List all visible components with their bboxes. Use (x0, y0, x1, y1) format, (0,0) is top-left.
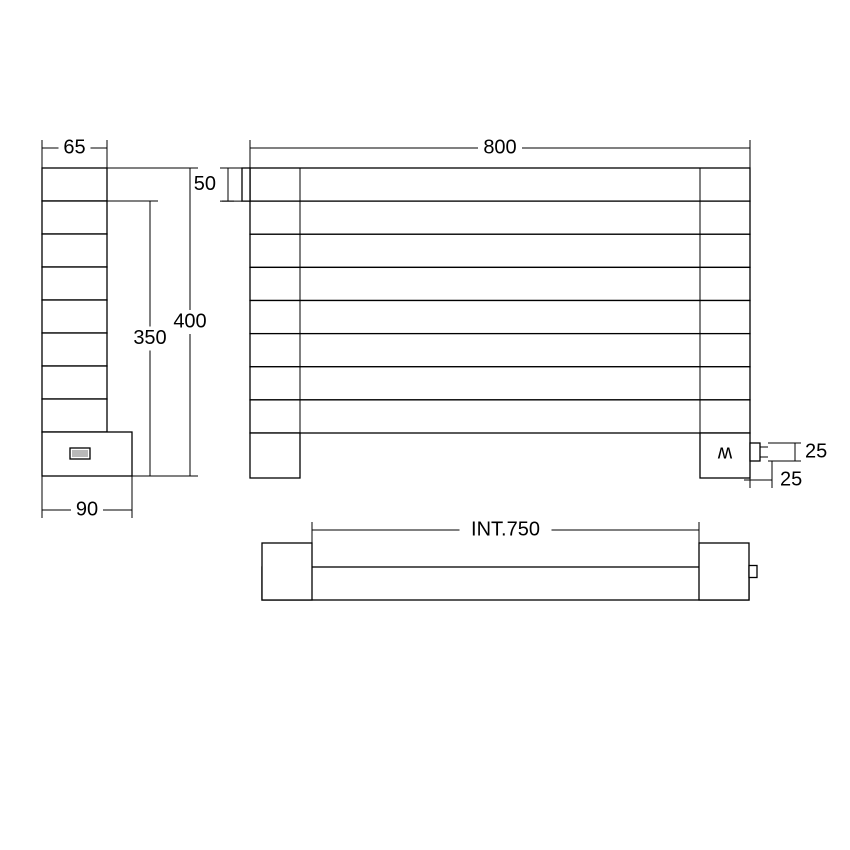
dimension-label: INT.750 (471, 518, 540, 540)
dimension-label: 350 (133, 327, 166, 349)
dimension-label: 25 (780, 468, 802, 490)
dimension-label: 800 (483, 136, 516, 158)
dimension-label: 65 (63, 136, 85, 158)
side-view: 65 90 350 400 (42, 136, 207, 520)
dimension-label: 50 (194, 173, 216, 195)
dimension-drawing: 65 90 350 400 ʍ 800 50 2525 INT.750 (0, 0, 850, 850)
dimension-label: 25 (805, 440, 827, 462)
dimension-label: ʍ (718, 441, 733, 463)
dimension-label: 400 (173, 310, 206, 332)
top-view: INT.750 (262, 518, 757, 600)
dimension-label: 90 (76, 498, 98, 520)
front-view: ʍ 800 50 2525 (194, 136, 828, 490)
